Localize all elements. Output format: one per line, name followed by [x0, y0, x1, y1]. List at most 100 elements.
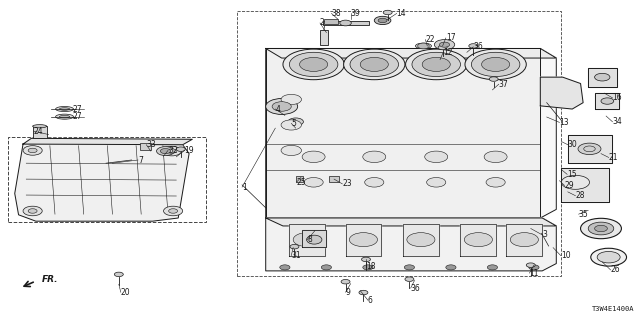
Circle shape [468, 44, 477, 48]
Bar [140, 143, 152, 150]
Circle shape [383, 10, 392, 15]
Polygon shape [266, 218, 556, 226]
Circle shape [266, 99, 298, 115]
Ellipse shape [60, 108, 70, 110]
Circle shape [405, 277, 414, 281]
Circle shape [489, 77, 498, 81]
Circle shape [465, 233, 492, 247]
Circle shape [529, 265, 539, 270]
Circle shape [418, 43, 429, 49]
Polygon shape [266, 218, 556, 271]
Circle shape [404, 265, 415, 270]
Circle shape [435, 40, 455, 50]
Text: 7: 7 [138, 156, 143, 164]
Polygon shape [540, 77, 583, 109]
Text: 21: 21 [609, 153, 618, 162]
Text: 23: 23 [342, 180, 352, 188]
Polygon shape [595, 93, 619, 109]
Polygon shape [289, 224, 325, 256]
Circle shape [157, 147, 174, 156]
Text: 2: 2 [320, 19, 324, 28]
Text: 19: 19 [184, 146, 194, 155]
Bar [33, 126, 47, 138]
Text: 11: 11 [529, 268, 539, 278]
Circle shape [465, 49, 526, 80]
Circle shape [561, 175, 589, 189]
Polygon shape [568, 134, 612, 163]
Text: 37: 37 [499, 80, 509, 89]
Polygon shape [302, 230, 326, 247]
Bar [296, 176, 303, 182]
Circle shape [28, 148, 37, 153]
Ellipse shape [60, 116, 70, 118]
Text: 9: 9 [346, 288, 351, 297]
Ellipse shape [307, 235, 322, 244]
Circle shape [23, 206, 42, 216]
Text: 18: 18 [366, 262, 376, 271]
Polygon shape [588, 68, 617, 87]
Text: 22: 22 [426, 35, 435, 44]
Text: 39: 39 [351, 9, 360, 18]
Circle shape [289, 52, 338, 76]
Text: 17: 17 [446, 34, 456, 43]
Text: 38: 38 [332, 9, 341, 18]
Text: 4: 4 [275, 105, 280, 114]
Circle shape [359, 290, 368, 295]
Circle shape [163, 146, 181, 156]
Circle shape [440, 42, 450, 47]
Circle shape [350, 52, 399, 76]
Text: 1: 1 [242, 183, 247, 192]
Circle shape [321, 265, 332, 270]
Circle shape [349, 233, 378, 247]
Circle shape [484, 151, 507, 163]
Text: 33: 33 [147, 140, 156, 149]
Text: 13: 13 [559, 118, 569, 127]
Circle shape [595, 73, 610, 81]
Polygon shape [266, 49, 540, 218]
Circle shape [300, 57, 328, 71]
Circle shape [588, 222, 614, 235]
Text: 5: 5 [291, 119, 296, 128]
Circle shape [363, 151, 386, 163]
Polygon shape [461, 224, 496, 256]
Text: FR.: FR. [42, 275, 59, 284]
Polygon shape [403, 224, 439, 256]
Text: 35: 35 [579, 210, 588, 219]
Circle shape [578, 143, 601, 155]
Circle shape [164, 206, 182, 216]
Polygon shape [346, 224, 381, 256]
Circle shape [487, 265, 497, 270]
Circle shape [362, 257, 371, 262]
Circle shape [471, 52, 520, 76]
Circle shape [406, 49, 467, 80]
Circle shape [283, 49, 344, 80]
Bar [237, 11, 561, 276]
Text: 15: 15 [567, 170, 577, 179]
Circle shape [340, 20, 351, 26]
Bar [320, 30, 328, 45]
Circle shape [591, 248, 627, 266]
Circle shape [360, 57, 388, 71]
Text: T3W4E1400A: T3W4E1400A [592, 306, 634, 312]
Circle shape [281, 120, 301, 130]
Circle shape [161, 148, 171, 154]
Text: 14: 14 [397, 9, 406, 18]
Polygon shape [561, 168, 609, 202]
Circle shape [374, 16, 391, 25]
Circle shape [510, 233, 538, 247]
Circle shape [293, 233, 321, 247]
Circle shape [422, 57, 451, 71]
Circle shape [481, 57, 509, 71]
Circle shape [28, 209, 37, 213]
Text: 34: 34 [612, 117, 622, 126]
Polygon shape [506, 224, 542, 256]
Ellipse shape [56, 114, 74, 119]
Circle shape [341, 279, 350, 284]
Text: 20: 20 [121, 288, 131, 297]
Circle shape [526, 263, 535, 268]
Circle shape [115, 272, 124, 276]
Text: 10: 10 [561, 251, 570, 260]
Text: 6: 6 [368, 296, 372, 305]
Circle shape [169, 209, 177, 213]
Text: 28: 28 [575, 191, 585, 200]
